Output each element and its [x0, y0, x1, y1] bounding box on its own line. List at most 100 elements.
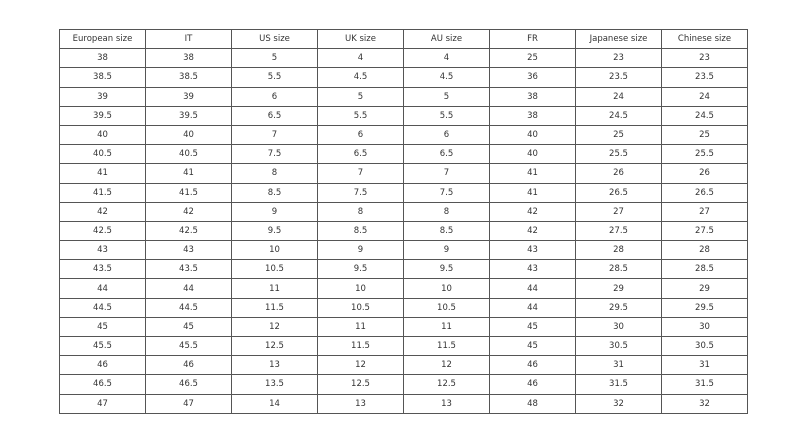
column-header: European size	[59, 28, 146, 50]
table-cell: 45	[145, 316, 232, 338]
table-cell: 38	[489, 105, 576, 126]
table-row: 41.5 41.5 8.5 7.5 7.5 41 26.5 26.5	[59, 182, 748, 203]
table-row: 41 41 8 7 7 41 26 26	[59, 163, 748, 184]
table-cell: 41	[145, 163, 232, 184]
table-cell: 12.5	[317, 374, 404, 395]
table-cell: 39	[145, 86, 232, 107]
table-row: 40.5 40.5 7.5 6.5 6.5 40 25.5 25.5	[59, 144, 748, 165]
table-row: 45 45 12 11 11 45 30 30	[59, 316, 748, 338]
table-cell: 43	[489, 259, 576, 280]
table-cell: 41.5	[145, 182, 232, 203]
table-cell: 28	[661, 240, 748, 261]
table-cell: 8.5	[317, 220, 404, 242]
table-cell: 6	[403, 124, 490, 146]
table-cell: 8	[231, 163, 318, 184]
table-cell: 25.5	[661, 144, 748, 165]
table-cell: 45.5	[59, 335, 146, 357]
table-cell: 8	[317, 201, 404, 222]
table-cell: 45	[59, 316, 146, 338]
table-cell: 11.5	[403, 335, 490, 357]
table-cell: 9	[403, 240, 490, 261]
table-cell: 41	[489, 163, 576, 184]
table-cell: 28.5	[661, 259, 748, 280]
table-cell: 30	[661, 316, 748, 338]
table-cell: 13.5	[231, 374, 318, 395]
table-cell: 42	[59, 201, 146, 222]
table-cell: 38	[59, 48, 146, 69]
table-cell: 13	[231, 355, 318, 376]
table-cell: 10	[403, 278, 490, 299]
table-cell: 14	[231, 393, 318, 414]
table-cell: 7	[403, 163, 490, 184]
table-cell: 46.5	[59, 374, 146, 395]
table-cell: 31	[575, 355, 662, 376]
table-cell: 42	[489, 201, 576, 222]
table-row: 42 42 9 8 8 42 27 27	[59, 201, 748, 222]
table-cell: 44	[489, 278, 576, 299]
table-cell: 42	[489, 220, 576, 242]
table-row: 43 43 10 9 9 43 28 28	[59, 240, 748, 261]
table-cell: 6.5	[317, 144, 404, 165]
table-cell: 9	[231, 201, 318, 222]
table-cell: 40.5	[59, 144, 146, 165]
table-cell: 4	[403, 48, 490, 69]
table-cell: 39	[59, 86, 146, 107]
table-row: 44.5 44.5 11.5 10.5 10.5 44 29.5 29.5	[59, 297, 748, 318]
table-cell: 45	[489, 335, 576, 357]
table-cell: 11.5	[231, 297, 318, 318]
table-cell: 10.5	[403, 297, 490, 318]
table-cell: 6	[231, 86, 318, 107]
table-cell: 39.5	[59, 105, 146, 126]
table-cell: 27.5	[661, 220, 748, 242]
table-cell: 25	[575, 124, 662, 146]
table-cell: 38.5	[59, 67, 146, 88]
table-cell: 46	[489, 374, 576, 395]
table-row: 42.5 42.5 9.5 8.5 8.5 42 27.5 27.5	[59, 220, 748, 242]
table-cell: 23	[575, 48, 662, 69]
table-cell: 39.5	[145, 105, 232, 126]
table-cell: 12	[403, 355, 490, 376]
table-cell: 44	[489, 297, 576, 318]
table-cell: 40	[145, 124, 232, 146]
table-cell: 31.5	[661, 374, 748, 395]
table-cell: 4	[317, 48, 404, 69]
table-cell: 41.5	[59, 182, 146, 203]
table-cell: 8.5	[403, 220, 490, 242]
table-cell: 7.5	[231, 144, 318, 165]
table-row: 46.5 46.5 13.5 12.5 12.5 46 31.5 31.5	[59, 374, 748, 395]
table-cell: 8	[403, 201, 490, 222]
table-row: 38 38 5 4 4 25 23 23	[59, 48, 748, 69]
table-cell: 46	[59, 355, 146, 376]
column-header: US size	[231, 28, 318, 50]
table-cell: 4.5	[317, 67, 404, 88]
table-cell: 40	[59, 124, 146, 146]
table-row: 40 40 7 6 6 40 25 25	[59, 124, 748, 146]
table-cell: 5.5	[403, 105, 490, 126]
table-row: 39 39 6 5 5 38 24 24	[59, 86, 748, 107]
table-cell: 36	[489, 67, 576, 88]
table-cell: 46	[145, 355, 232, 376]
table-cell: 32	[575, 393, 662, 414]
table-cell: 9.5	[403, 259, 490, 280]
table-cell: 27.5	[575, 220, 662, 242]
table-cell: 6	[317, 124, 404, 146]
table-cell: 10.5	[317, 297, 404, 318]
table-cell: 12	[231, 316, 318, 338]
table-cell: 11	[231, 278, 318, 299]
table-cell: 24	[575, 86, 662, 107]
table-cell: 13	[403, 393, 490, 414]
table-cell: 10	[317, 278, 404, 299]
table-row: 44 44 11 10 10 44 29 29	[59, 278, 748, 299]
table-cell: 11	[317, 316, 404, 338]
table-cell: 23.5	[661, 67, 748, 88]
table-cell: 23	[661, 48, 748, 69]
table-cell: 42	[145, 201, 232, 222]
column-header: UK size	[317, 28, 404, 50]
table-cell: 30	[575, 316, 662, 338]
table-cell: 31	[661, 355, 748, 376]
table-cell: 44.5	[59, 297, 146, 318]
table-cell: 5	[317, 86, 404, 107]
table-row: 43.5 43.5 10.5 9.5 9.5 43 28.5 28.5	[59, 259, 748, 280]
table-cell: 10.5	[231, 259, 318, 280]
column-header: Japanese size	[575, 28, 662, 50]
